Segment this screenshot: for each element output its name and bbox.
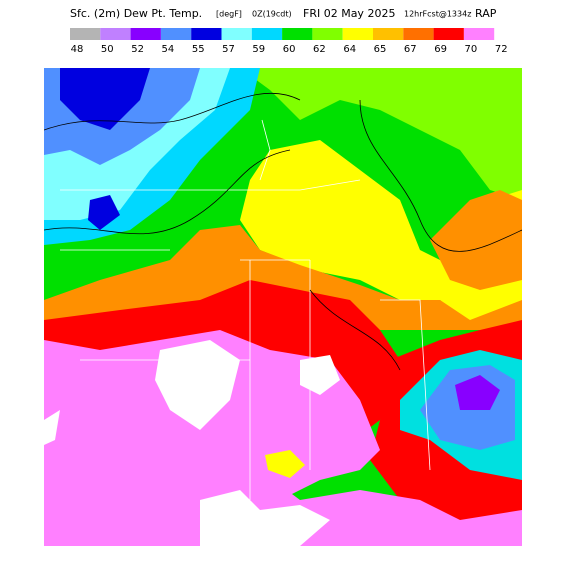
legend-swatch	[463, 28, 495, 40]
field	[430, 190, 522, 290]
forecast: 12hrFcst@1334z	[404, 10, 471, 19]
legend-label: 70	[465, 44, 478, 55]
legend-label: 59	[252, 44, 265, 55]
title: Sfc. (2m) Dew Pt. Temp.	[70, 7, 202, 20]
legend-label: 64	[343, 44, 356, 55]
field	[44, 68, 522, 200]
field	[60, 68, 150, 130]
legend-swatch	[160, 28, 192, 40]
map	[44, 68, 522, 546]
legend-swatch	[251, 28, 283, 40]
legend-swatch	[70, 28, 101, 40]
legend-label: 69	[434, 44, 447, 55]
field	[44, 225, 522, 330]
legend-swatch	[221, 28, 252, 40]
legend-label: 60	[283, 44, 296, 55]
field	[265, 450, 305, 478]
field	[455, 375, 500, 410]
legend-label: 50	[101, 44, 114, 55]
legend-swatch	[130, 28, 161, 40]
legend-swatch	[403, 28, 434, 40]
field	[88, 195, 120, 230]
legend-label: 54	[162, 44, 175, 55]
legend-swatch	[433, 28, 464, 40]
legend-label: 48	[71, 44, 84, 55]
legend-label: 65	[374, 44, 387, 55]
legend-swatch	[191, 28, 222, 40]
field	[240, 140, 522, 330]
legend-swatch	[282, 28, 313, 40]
date: FRI 02 May 2025	[303, 7, 395, 20]
state-borders	[60, 119, 431, 500]
field	[44, 410, 60, 445]
field	[155, 340, 240, 430]
field	[200, 490, 330, 546]
legend-swatch	[342, 28, 373, 40]
legend-swatch	[312, 28, 343, 40]
legend-label: 62	[313, 44, 326, 55]
contours	[44, 92, 522, 371]
legend-label: 55	[192, 44, 205, 55]
legend-label: 52	[131, 44, 144, 55]
legend-swatch	[373, 28, 404, 40]
valid-time: 0Z(19cdt)	[252, 10, 292, 19]
legend: 48 50 52 54 55 57 59 60 62 64 65 67 69 70 72	[70, 28, 508, 55]
legend-label: 67	[404, 44, 417, 55]
legend-swatch	[100, 28, 131, 40]
legend-label: 72	[495, 44, 508, 55]
legend-label: 57	[222, 44, 235, 55]
units: [degF]	[216, 10, 242, 19]
model: RAP	[475, 7, 497, 20]
